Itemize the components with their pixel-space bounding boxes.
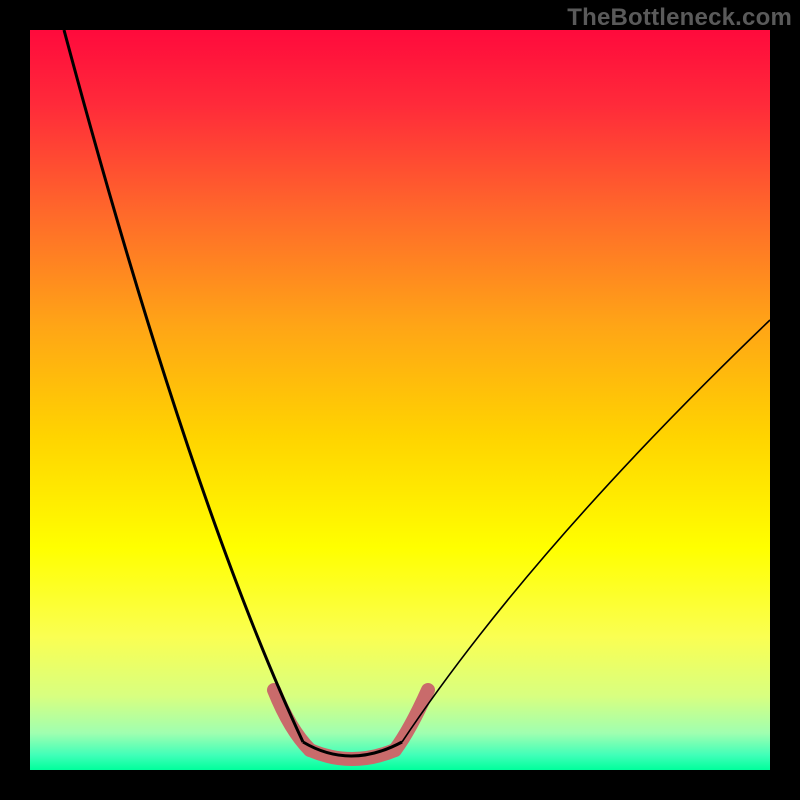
watermark: TheBottleneck.com <box>567 0 800 32</box>
stage: TheBottleneck.com <box>0 0 800 800</box>
plot-svg <box>30 30 770 770</box>
gradient-background <box>30 30 770 770</box>
plot-area <box>30 30 770 770</box>
